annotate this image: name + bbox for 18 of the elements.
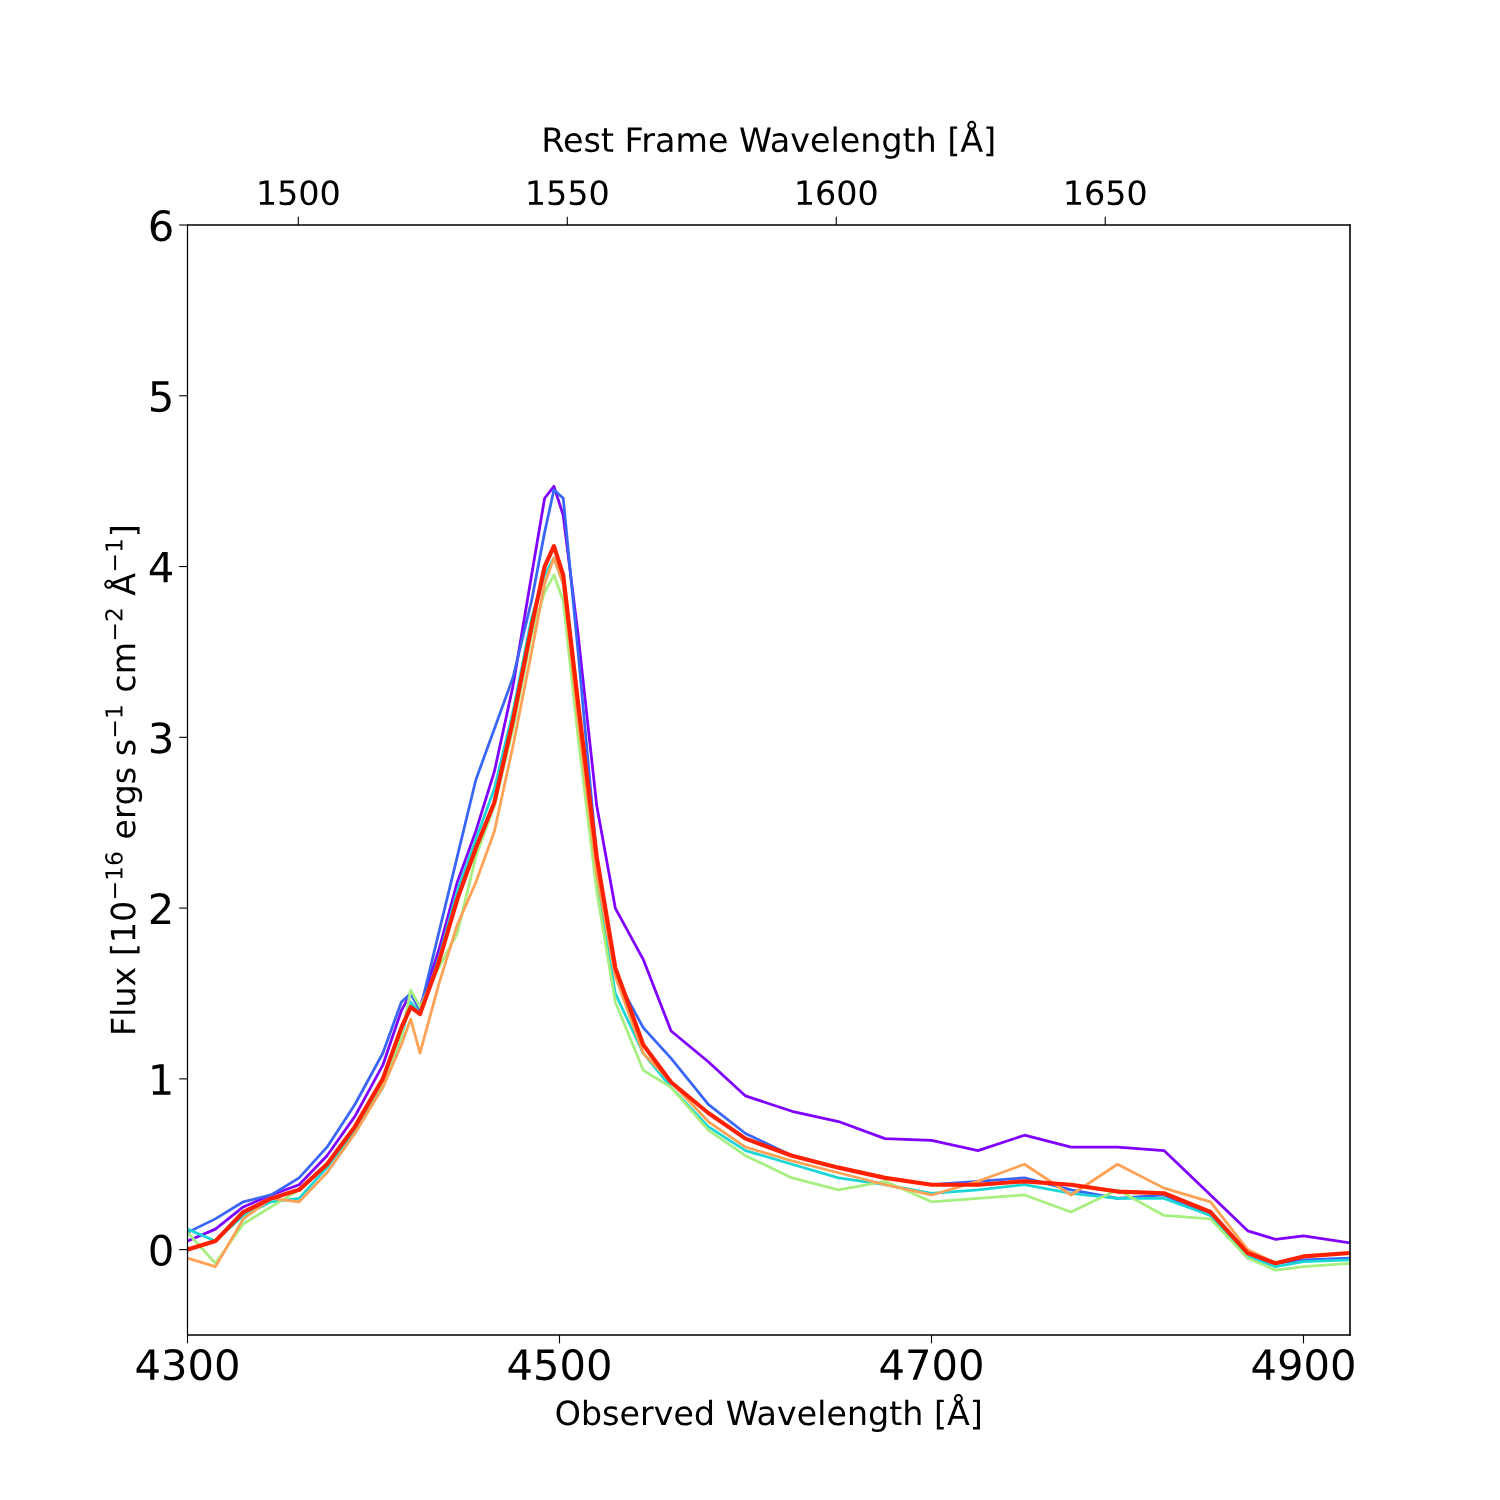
y-tick-label: 4 bbox=[149, 551, 172, 583]
x-tick-label: 4300 bbox=[136, 1348, 238, 1381]
x-tick-label: 4900 bbox=[1252, 1348, 1354, 1381]
x2-tick-label: 1650 bbox=[1066, 180, 1146, 206]
x-axis-title: Observed Wavelength [Å] bbox=[556, 1394, 980, 1432]
y-tick-label: 5 bbox=[151, 381, 171, 413]
x-tick-label: 4500 bbox=[508, 1348, 610, 1381]
y-tick-label: 2 bbox=[150, 892, 171, 924]
text: Flux [10$^{−16}$ ergs s$^{−1}$ cm$^{−2}$ Å$^{−1}$] bbox=[104, 527, 143, 1033]
y-tick-label: 1 bbox=[152, 1064, 171, 1095]
x2-tick-label: 1600 bbox=[797, 180, 877, 206]
x2-tick-label: 1500 bbox=[259, 180, 339, 206]
y-tick-label: 6 bbox=[150, 209, 172, 242]
x2-axis-title: Rest Frame Wavelength [Å] bbox=[544, 120, 994, 159]
x-tick-label: 4700 bbox=[880, 1348, 982, 1381]
x2-tick-label: 1550 bbox=[528, 180, 608, 206]
y-tick-label: 3 bbox=[150, 722, 171, 754]
y-tick-label: 0 bbox=[150, 1234, 172, 1267]
